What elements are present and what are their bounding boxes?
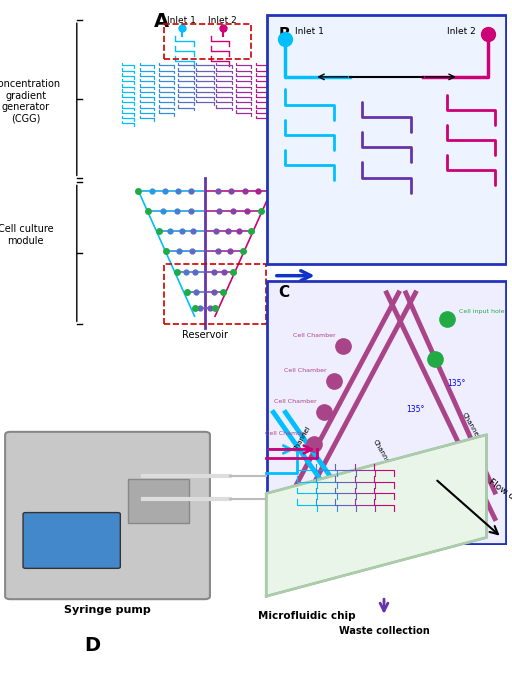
Text: Inlet 1: Inlet 1 <box>167 16 196 25</box>
Text: Cell Chamber: Cell Chamber <box>265 431 307 436</box>
Text: Cell Chamber: Cell Chamber <box>293 333 336 338</box>
Bar <box>128 479 189 523</box>
Text: Cell culture
module: Cell culture module <box>0 224 53 246</box>
Text: Channel: Channel <box>372 438 392 466</box>
Text: Channel: Channel <box>461 412 481 440</box>
Text: Inlet 2: Inlet 2 <box>446 27 476 36</box>
Text: Microfluidic chip: Microfluidic chip <box>259 611 356 621</box>
Text: 135°: 135° <box>446 379 465 388</box>
Text: Reservoir: Reservoir <box>182 331 228 340</box>
Text: Channel: Channel <box>292 425 312 453</box>
Polygon shape <box>266 435 486 596</box>
Text: B: B <box>279 27 290 41</box>
Text: Cell Chamber: Cell Chamber <box>274 399 317 405</box>
Text: Syringe pump: Syringe pump <box>64 605 151 615</box>
Text: Inlet 1: Inlet 1 <box>295 27 324 36</box>
Text: Inlet 2: Inlet 2 <box>208 16 237 25</box>
FancyBboxPatch shape <box>5 432 210 599</box>
Text: Cell Chamber: Cell Chamber <box>284 368 327 373</box>
Text: Flow direction: Flow direction <box>486 477 512 521</box>
Bar <box>164 24 251 59</box>
Text: 135°: 135° <box>406 405 424 415</box>
Text: C: C <box>279 285 289 300</box>
Text: Waste collection: Waste collection <box>338 626 430 635</box>
Text: D: D <box>84 636 100 655</box>
Text: Concentration
gradient
generator
(CGG): Concentration gradient generator (CGG) <box>0 79 60 124</box>
Text: Cell input hole: Cell input hole <box>459 309 504 314</box>
Text: A: A <box>154 12 169 31</box>
Bar <box>164 264 266 324</box>
Text: 45°: 45° <box>327 480 340 489</box>
FancyBboxPatch shape <box>23 512 120 568</box>
